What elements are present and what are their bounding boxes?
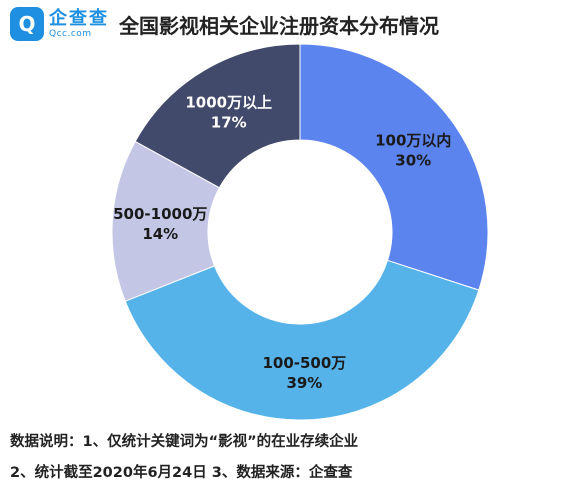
chart-title: 全国影视相关企业注册资本分布情况	[119, 13, 439, 38]
slice-label: 1000万以上	[185, 93, 272, 111]
header: Q 企查查 Qcc.com 全国影视相关企业注册资本分布情况	[10, 4, 439, 44]
slice-label: 100万以内	[375, 132, 451, 150]
slice-value-label: 30%	[395, 152, 431, 170]
slice-100-500w	[124, 259, 480, 421]
footer-note-2: 2、统计截至2020年6月24日 3、数据来源：企查查	[10, 465, 353, 481]
logo: Q 企查查 Qcc.com	[10, 7, 109, 41]
slice-over-1000w	[134, 43, 301, 189]
logo-name: 企查查	[49, 7, 109, 29]
slice-value-label: 14%	[142, 225, 178, 243]
slice-value-label: 17%	[211, 113, 247, 131]
slice-label: 100-500万	[262, 354, 346, 372]
logo-icon: Q	[10, 7, 44, 41]
logo-text: 企查查 Qcc.com	[49, 7, 109, 39]
footer-note-1: 数据说明：1、仅统计关键词为“影视”的在业存续企业	[10, 434, 359, 450]
slice-under-100w	[299, 43, 489, 291]
logo-domain: Qcc.com	[49, 28, 92, 39]
slice-label: 500-1000万	[113, 205, 207, 223]
slice-value-label: 39%	[286, 374, 322, 392]
